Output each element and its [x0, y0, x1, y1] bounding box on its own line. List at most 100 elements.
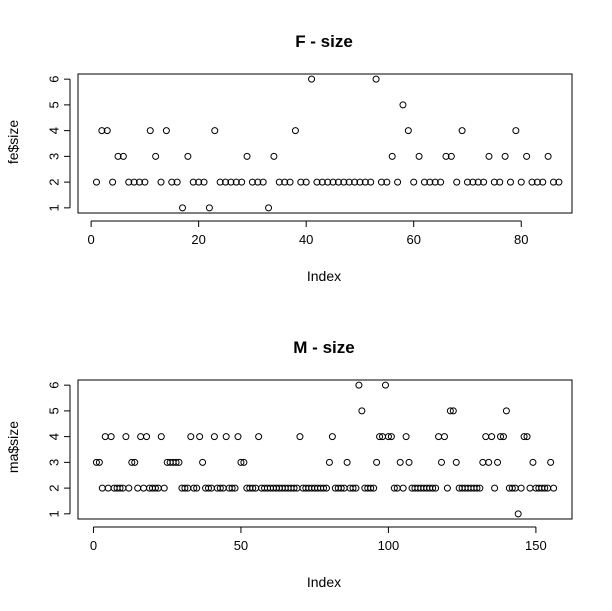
- data-point: [429, 484, 437, 492]
- data-point: [179, 204, 187, 212]
- data-point: [490, 178, 498, 186]
- y-tick-label: 5: [47, 101, 62, 108]
- chart-title: M - size: [293, 338, 354, 357]
- data-point: [383, 178, 391, 186]
- data-point: [325, 458, 333, 466]
- data-point: [136, 178, 144, 186]
- data-point: [103, 127, 111, 135]
- data-point: [98, 484, 106, 492]
- data-point: [184, 152, 192, 160]
- data-point: [431, 178, 439, 186]
- data-point: [442, 152, 450, 160]
- data-point: [453, 178, 461, 186]
- data-point: [372, 75, 380, 83]
- data-point: [146, 127, 154, 135]
- data-point: [175, 458, 183, 466]
- data-point: [190, 484, 198, 492]
- data-point: [550, 484, 558, 492]
- data-point: [162, 127, 170, 135]
- data-point: [473, 484, 481, 492]
- data-point: [92, 178, 100, 186]
- y-tick-label: 1: [47, 510, 62, 517]
- data-point: [463, 178, 471, 186]
- x-tick-label: 100: [378, 538, 400, 553]
- plot-frame: [77, 379, 573, 520]
- y-tick-label: 4: [47, 127, 62, 134]
- data-point: [157, 433, 165, 441]
- data-point: [134, 484, 142, 492]
- data-point: [210, 433, 218, 441]
- data-point: [98, 127, 106, 135]
- data-point: [228, 484, 236, 492]
- y-axis: 1 2 3 4 5 6: [47, 76, 71, 211]
- data-point: [485, 152, 493, 160]
- data-point: [405, 458, 413, 466]
- data-point: [160, 484, 168, 492]
- data-point: [328, 433, 336, 441]
- data-point: [528, 178, 536, 186]
- data-point: [384, 433, 392, 441]
- data-point: [157, 178, 165, 186]
- data-point: [291, 127, 299, 135]
- data-point: [308, 75, 316, 83]
- data-point: [523, 152, 531, 160]
- data-point: [432, 484, 440, 492]
- x-axis-label: Index: [307, 268, 341, 284]
- data-point: [259, 178, 267, 186]
- data-point: [205, 204, 213, 212]
- x-tick-label: 0: [88, 232, 95, 247]
- y-tick-label: 2: [47, 178, 62, 185]
- data-point: [480, 178, 488, 186]
- data-point: [265, 204, 273, 212]
- data-point: [356, 178, 364, 186]
- data-point: [345, 178, 353, 186]
- data-point: [143, 433, 151, 441]
- x-axis: 0 50 100 150: [90, 526, 547, 553]
- data-point: [168, 178, 176, 186]
- data-point: [240, 458, 248, 466]
- data-point: [216, 178, 224, 186]
- data-point: [222, 433, 230, 441]
- y-tick-label: 3: [47, 459, 62, 466]
- data-point: [249, 484, 257, 492]
- y-tick-label: 6: [47, 382, 62, 389]
- data-point: [523, 433, 531, 441]
- data-point: [539, 178, 547, 186]
- data-point: [141, 178, 149, 186]
- plot-frame: [77, 73, 573, 214]
- data-point: [114, 152, 122, 160]
- data-point: [458, 127, 466, 135]
- data-point: [189, 178, 197, 186]
- data-point: [193, 484, 201, 492]
- data-point: [410, 178, 418, 186]
- data-point: [555, 178, 563, 186]
- y-axis: 1 2 3 4 5 6: [47, 382, 71, 517]
- data-point: [254, 178, 262, 186]
- data-point: [435, 433, 443, 441]
- data-points: [92, 75, 563, 212]
- chart-title: F - size: [295, 32, 353, 51]
- data-point: [496, 178, 504, 186]
- data-point: [200, 178, 208, 186]
- data-point: [358, 407, 366, 415]
- data-point: [449, 407, 457, 415]
- data-point: [125, 484, 133, 492]
- data-point: [92, 458, 100, 466]
- data-point: [399, 101, 407, 109]
- data-point: [394, 178, 402, 186]
- data-point: [541, 484, 549, 492]
- data-point: [404, 127, 412, 135]
- data-point: [211, 127, 219, 135]
- data-point: [340, 178, 348, 186]
- data-point: [367, 178, 375, 186]
- data-point: [181, 484, 189, 492]
- data-point: [116, 484, 124, 492]
- data-point: [128, 458, 136, 466]
- data-point: [237, 458, 245, 466]
- data-point: [420, 178, 428, 186]
- data-point: [520, 433, 528, 441]
- data-point: [452, 458, 460, 466]
- data-point: [199, 458, 207, 466]
- data-point: [390, 484, 398, 492]
- data-point: [196, 433, 204, 441]
